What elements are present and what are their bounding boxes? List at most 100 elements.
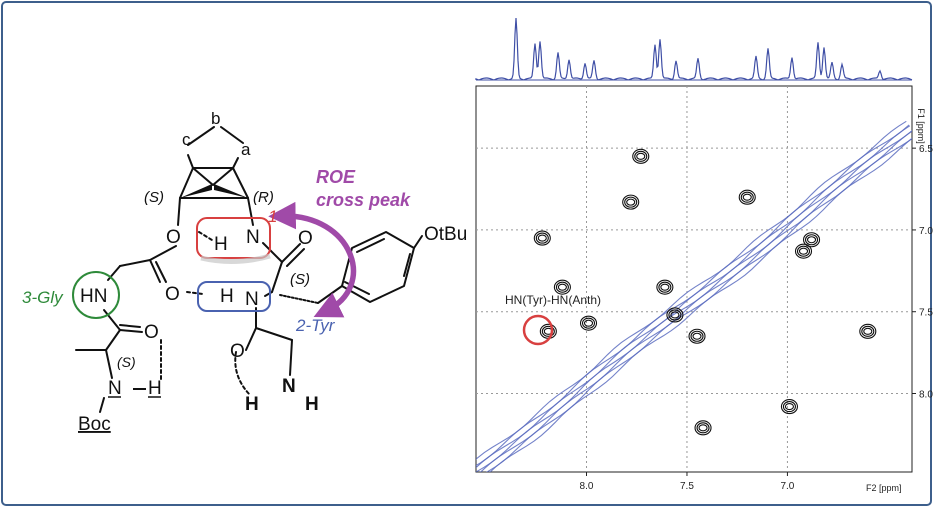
spectrum-plot-frame [475, 85, 913, 473]
cross-peak-contour [802, 232, 821, 248]
cross-peak-contour [804, 234, 819, 246]
bond [413, 235, 423, 249]
crosspeak-highlight-circle [522, 314, 554, 346]
cross-peak-contour [658, 281, 672, 293]
diagonal-contour [476, 120, 907, 460]
bond [232, 167, 249, 199]
1d-projection-trace [475, 17, 913, 81]
cross-peak-contour [583, 319, 594, 327]
bond [271, 261, 283, 293]
atom-o-ala: O [144, 322, 159, 343]
cross-peak-contour [579, 315, 598, 331]
tyr-nh-highlight [197, 281, 271, 312]
bond [119, 329, 143, 333]
wedge-bond [180, 184, 212, 198]
bond [232, 157, 239, 169]
gly-nh-highlight [72, 271, 120, 319]
hbond-dash [186, 291, 204, 295]
bond [356, 238, 385, 253]
cross-peak-contour [861, 325, 875, 337]
cross-peak-contour [668, 309, 682, 321]
x-tick-label: 7.5 [680, 481, 694, 492]
f2-axis-label: F2 [ppm] [866, 483, 902, 493]
bond [119, 324, 141, 328]
cross-peak-contour [742, 193, 752, 201]
cross-peak-contour [859, 323, 877, 339]
x-tick-label: 7.0 [780, 481, 794, 492]
atom-h-boc: H [148, 378, 162, 399]
cross-peak-contour [738, 189, 756, 205]
bond [105, 349, 113, 379]
roe-arrow [268, 201, 357, 318]
bond [247, 197, 254, 226]
bond [187, 154, 194, 169]
diagonal-contours [476, 120, 912, 472]
cross-peak-contour [557, 283, 567, 291]
wedge-bond [214, 184, 248, 198]
cross-peak-contour [666, 307, 684, 323]
atom-nh2-h1: H [245, 394, 259, 415]
label-3-gly: 3-Gly [22, 288, 64, 307]
bond [255, 327, 293, 341]
roesy-spectrum: 8.0 7.5 7.0 6.5 7.0 7.5 8.0 HN(Tyr)-HN(Anth) F… [475, 17, 933, 493]
bond [187, 126, 215, 146]
ring-label-b: b [211, 109, 220, 128]
bond [105, 329, 121, 351]
cross-peak-contour [794, 243, 813, 259]
group-otbu: OtBu [424, 224, 467, 245]
cross-peak-contour [690, 330, 704, 342]
cross-peak-contour [656, 279, 674, 295]
cross-peak-contour [780, 399, 798, 415]
cross-peak-contour [698, 424, 708, 432]
stereo-label-left: (S) [144, 189, 164, 206]
bond [279, 294, 319, 304]
cross-peak-contour [622, 194, 640, 210]
cross-peak-contour [692, 332, 702, 340]
label-2-tyr: 2-Tyr [295, 316, 336, 335]
atom-nh2-h2: H [305, 394, 319, 415]
atom-n-tyr: N [245, 289, 259, 310]
cross-peak-contour [784, 403, 794, 411]
y-tick-label: 7.0 [919, 226, 933, 237]
y-tick-label: 7.5 [919, 308, 933, 319]
cross-peak-contour [533, 230, 551, 246]
label-1: 1 [268, 207, 277, 226]
ring-label-a: a [241, 140, 251, 159]
bond [245, 327, 257, 351]
cross-peak-contour [634, 150, 648, 162]
cross-peak-contour [636, 152, 646, 160]
bond [99, 397, 105, 413]
cross-peak-contour [541, 325, 555, 337]
cross-peak-contour [696, 422, 710, 434]
cross-peak-contour [626, 198, 636, 206]
bond [286, 248, 305, 267]
anth-highlight-shadow [200, 253, 271, 265]
cross-peak-contour [581, 317, 596, 329]
cross-peak-contour [670, 311, 680, 319]
grid-lines [476, 86, 912, 472]
y-tick-label: 8.0 [919, 389, 933, 400]
atom-h-anth: H [214, 234, 228, 255]
cross-peak-contour [688, 328, 706, 344]
cross-peak-contour [555, 281, 569, 293]
ring-label-c: c [182, 130, 191, 149]
f1-axis-label: F1 [ppm] [916, 108, 926, 144]
cross-peak-contour [806, 236, 817, 244]
cross-peak-contour [624, 196, 638, 208]
atom-o-carbonyl-1: O [298, 228, 313, 249]
cross-peak-contour [740, 191, 754, 203]
cross-peak-contour [537, 234, 547, 242]
bond [155, 261, 167, 283]
bond [212, 167, 234, 186]
atom-n-boc: N [108, 378, 122, 399]
atom-nh2-n: N [282, 376, 296, 397]
bond [177, 197, 181, 226]
cross-peak-contour [782, 401, 796, 413]
hbond-dash [198, 231, 213, 241]
boc-group: Boc [78, 414, 111, 435]
bond [149, 245, 177, 261]
cross-peak-contour [535, 232, 549, 244]
